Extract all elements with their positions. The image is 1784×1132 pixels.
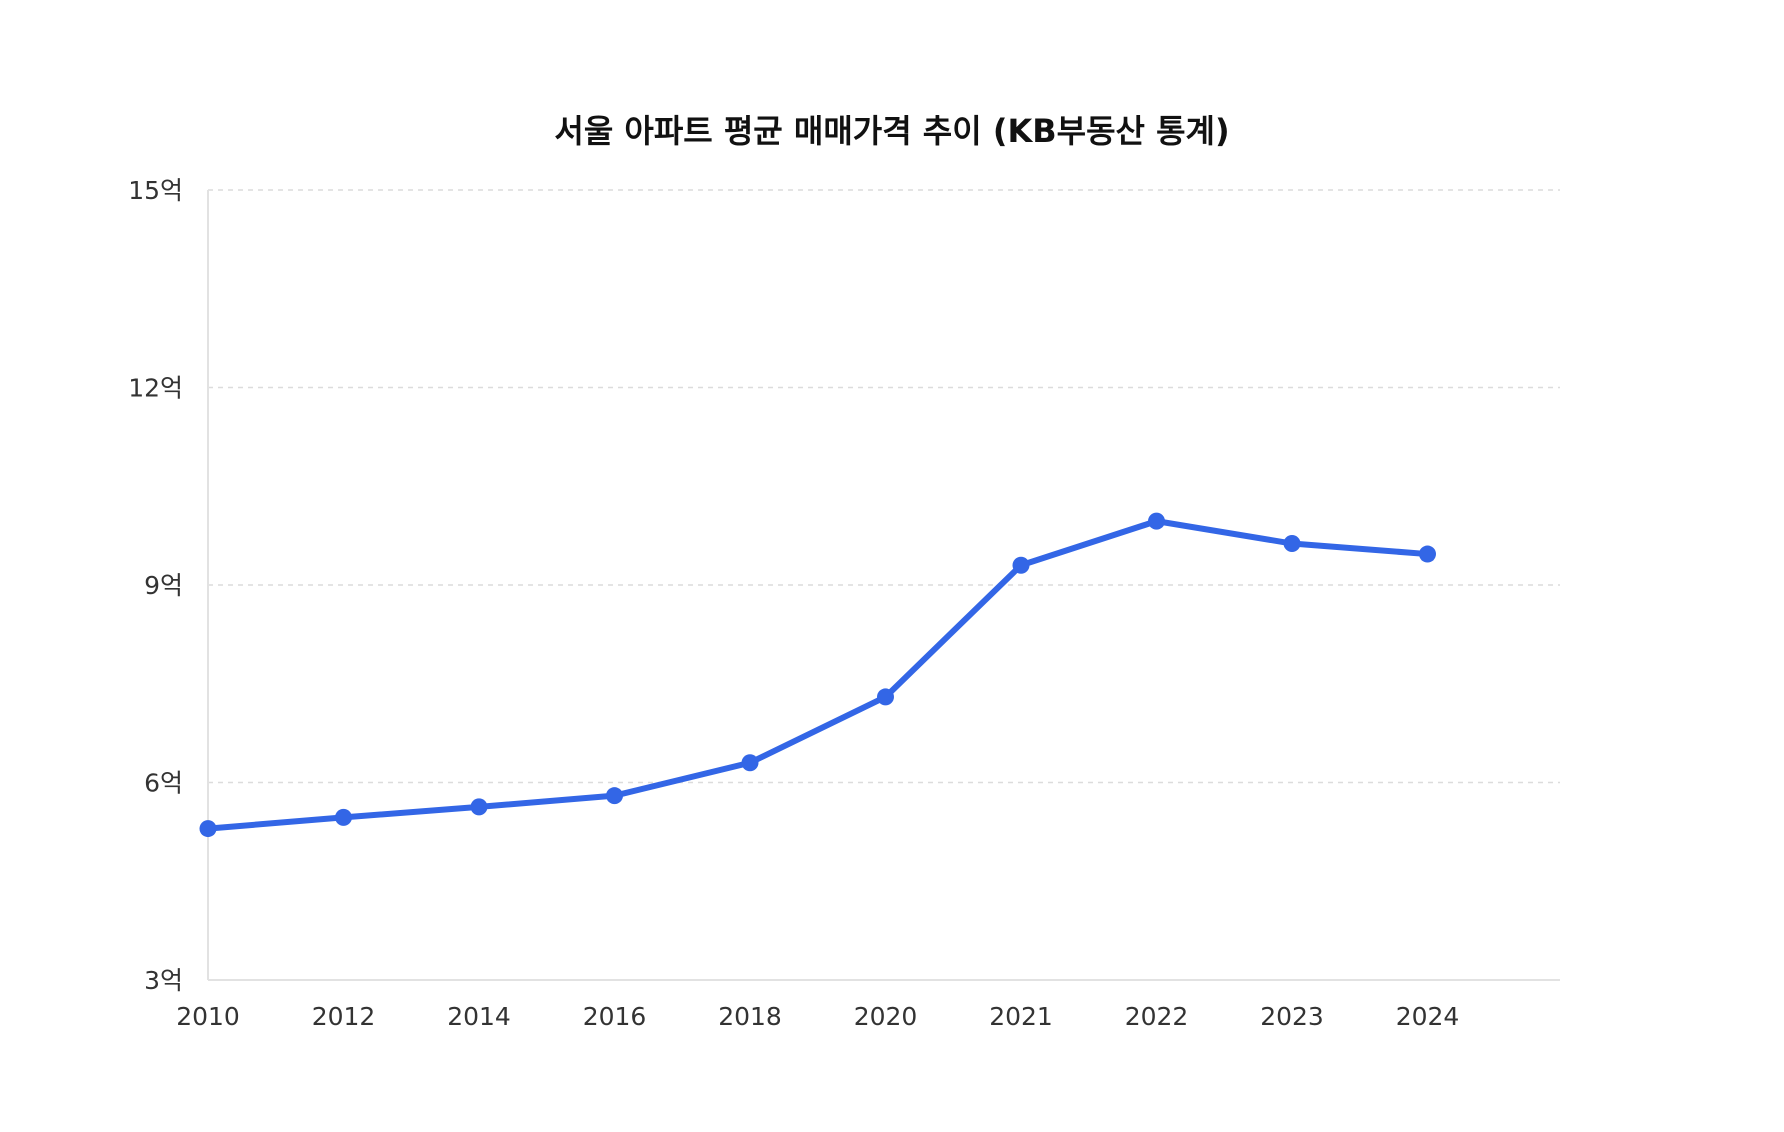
data-point[interactable] — [335, 808, 352, 826]
data-point[interactable] — [470, 798, 488, 816]
data-point[interactable] — [1148, 512, 1165, 530]
x-tick-label: 2022 — [1125, 1002, 1189, 1031]
data-point[interactable] — [877, 688, 894, 706]
x-tick-label: 2010 — [176, 1002, 240, 1031]
data-point[interactable] — [606, 787, 623, 805]
x-tick-labels: 2010 2012 2014 2016 2018 2020 2021 2022 2023 2024 — [176, 1002, 1459, 1031]
y-tick-labels: 3억 6억 9억 12억 15억 — [128, 176, 183, 995]
y-tick-label: 6억 — [144, 769, 183, 798]
y-tick-label: 9억 — [144, 571, 183, 600]
y-tick-label: 12억 — [128, 374, 183, 403]
x-tick-label: 2020 — [854, 1002, 918, 1031]
data-point[interactable] — [1012, 556, 1030, 574]
x-tick-label: 2018 — [718, 1002, 782, 1031]
series — [199, 512, 1436, 838]
y-tick-label: 15억 — [128, 176, 183, 205]
x-tick-label: 2021 — [989, 1002, 1053, 1031]
x-tick-label: 2023 — [1260, 1002, 1324, 1031]
x-tick-label: 2016 — [583, 1002, 647, 1031]
chart-title: 서울 아파트 평균 매매가격 추이 (KB부동산 통계) — [554, 112, 1229, 150]
data-point[interactable] — [1419, 545, 1436, 563]
data-point[interactable] — [199, 820, 217, 838]
data-point[interactable] — [741, 754, 759, 772]
x-tick-label: 2024 — [1396, 1002, 1460, 1031]
x-tick-label: 2012 — [312, 1002, 376, 1031]
series-line — [205, 518, 1431, 832]
data-point[interactable] — [1283, 535, 1301, 553]
y-tick-label: 3억 — [144, 966, 183, 995]
axes — [207, 190, 1560, 981]
x-tick-label: 2014 — [447, 1002, 511, 1031]
